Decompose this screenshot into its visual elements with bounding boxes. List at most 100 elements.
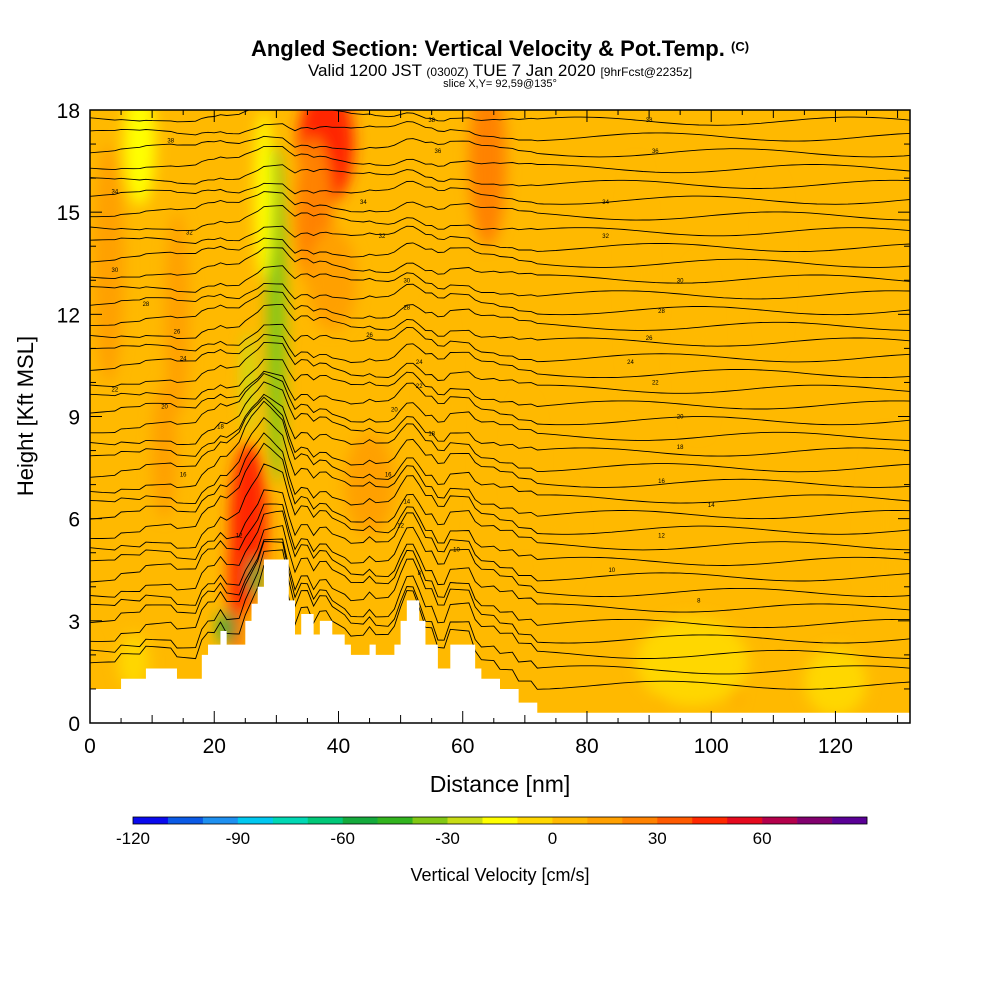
contour-label: 32 [602, 234, 609, 240]
contour-label: 26 [366, 333, 373, 339]
velocity-cell [344, 433, 395, 536]
contour-label: 16 [658, 479, 665, 485]
colorbar-swatch [622, 817, 658, 824]
plot-area: 38 38 38 36 36 34 34 34 32 32 32 30 30 30 28 28 28 26 26 26… [90, 88, 910, 723]
contour-label: 16 [180, 472, 187, 478]
contour-label: 18 [217, 425, 224, 431]
velocity-cell [764, 178, 783, 349]
velocity-cell [117, 634, 150, 689]
contour-label: 22 [652, 380, 659, 386]
theta-contour [90, 503, 910, 598]
velocity-cell [627, 161, 646, 400]
contour-label: 26 [646, 336, 653, 342]
contour-label: 34 [602, 200, 609, 206]
theta-contour [90, 164, 910, 189]
contour-label: 24 [416, 360, 423, 366]
contour-label: 12 [658, 534, 665, 540]
y-tick-label: 6 [68, 509, 80, 532]
velocity-cell [425, 297, 451, 536]
chart-title-text: Angled Section: Vertical Velocity & Pot.… [250, 36, 725, 61]
contour-label: 30 [112, 268, 119, 274]
colorbar: -120 -90 -60 -30 0 30 60 [116, 816, 868, 848]
theta-contour [90, 303, 910, 347]
contour-label: 34 [360, 200, 367, 206]
y-tick-label: 9 [68, 407, 80, 430]
colorbar-swatch [237, 817, 274, 824]
velocity-cell [164, 212, 190, 417]
velocity-cell [241, 331, 256, 434]
theta-contour [90, 205, 910, 237]
theta-contour [90, 370, 910, 426]
contour-label: 38 [646, 118, 653, 124]
contour-label: 36 [652, 149, 659, 155]
theta-contour [90, 290, 910, 331]
contour-label: 24 [180, 357, 187, 363]
theta-contour [90, 191, 910, 221]
contour-label: 38 [167, 139, 174, 145]
theta-contour [90, 145, 910, 174]
velocity-cell [124, 110, 156, 206]
contour-label: 24 [627, 360, 634, 366]
x-tick-label: 80 [575, 735, 598, 758]
contour-label: 14 [708, 503, 715, 509]
contour-label: 28 [143, 302, 150, 308]
theta-contour [90, 358, 910, 410]
colorbar-swatch [587, 817, 623, 824]
theta-contour [90, 432, 910, 535]
theta-contour [90, 110, 910, 126]
y-tick-label: 18 [57, 100, 80, 123]
colorbar-swatch [797, 817, 833, 824]
theta-contours [90, 88, 910, 690]
theta-contour [90, 463, 910, 566]
colorbar-label: Vertical Velocity [cm/s] [410, 865, 589, 885]
theta-contour [90, 247, 910, 284]
y-axis-label: Height [Kft MSL] [13, 336, 38, 496]
theta-contour [90, 323, 910, 363]
theta-contour [90, 489, 910, 582]
theta-contour [90, 333, 910, 379]
contour-label: 12 [397, 523, 404, 529]
contour-label: 32 [186, 231, 193, 237]
contour-label: 26 [174, 329, 181, 335]
theta-contour [90, 541, 910, 659]
velocity-cell [512, 399, 538, 536]
contour-label: 22 [416, 384, 423, 390]
theta-contour [90, 442, 910, 551]
theta-contour [90, 549, 910, 675]
x-tick-label: 20 [203, 735, 226, 758]
x-tick-label: 0 [84, 735, 96, 758]
theta-contour [90, 88, 910, 109]
contour-label: 18 [428, 432, 435, 438]
velocity-cell [804, 648, 867, 717]
x-tick-label: 120 [818, 735, 853, 758]
y-tick-label: 0 [68, 713, 80, 736]
colorbar-swatch [762, 817, 798, 824]
velocity-cell [546, 484, 578, 587]
theta-contour [90, 282, 910, 316]
chart-title: Angled Section: Vertical Velocity & Pot.… [0, 36, 1000, 62]
theta-contour [90, 396, 910, 488]
colorbar-swatch [307, 817, 344, 824]
forecast-info: [9hrFcst@2235z] [600, 65, 693, 79]
colorbar-tick-label: -30 [435, 829, 460, 848]
colorbar-swatch [342, 817, 378, 824]
contour-label: 18 [677, 445, 684, 451]
colorbar-swatch [167, 817, 204, 824]
theta-contour [90, 265, 910, 300]
colorbar-swatch [377, 817, 413, 824]
colorbar-swatch [447, 817, 483, 824]
theta-contour [90, 225, 910, 253]
colorbar-tick-label: 60 [753, 829, 772, 848]
velocity-cell [111, 559, 131, 628]
contour-label: 28 [403, 306, 410, 312]
x-axis-label: Distance [nm] [430, 771, 571, 797]
contour-label: 12 [236, 534, 243, 540]
velocity-cell [93, 144, 125, 383]
contour-label: 10 [453, 547, 460, 553]
contour-label: 16 [385, 472, 392, 478]
valid-time-line: Valid 1200 JST (0300Z) TUE 7 Jan 2020 [9… [0, 61, 1000, 81]
velocity-cell [468, 110, 507, 247]
theta-contour [90, 341, 910, 394]
contour-label: 8 [418, 571, 422, 577]
